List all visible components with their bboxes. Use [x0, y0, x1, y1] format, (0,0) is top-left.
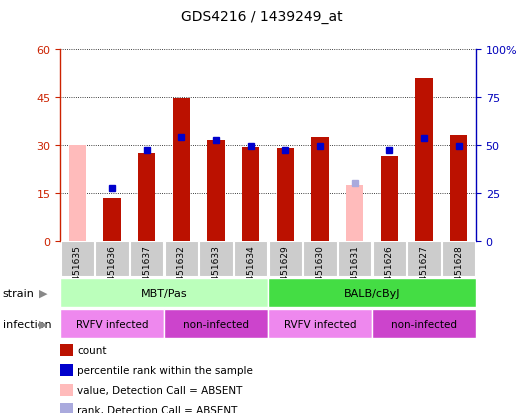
Bar [61, 242, 94, 277]
Text: value, Detection Call = ABSENT: value, Detection Call = ABSENT [77, 385, 242, 395]
Text: GSM451635: GSM451635 [73, 244, 82, 299]
Bar [268, 309, 372, 339]
Bar [415, 78, 433, 242]
Bar [373, 242, 406, 277]
Text: strain: strain [3, 288, 35, 298]
Text: RVFV infected: RVFV infected [76, 319, 149, 329]
Text: count: count [77, 345, 106, 355]
Text: GSM451628: GSM451628 [454, 244, 463, 299]
Bar [381, 157, 398, 242]
Bar [164, 309, 268, 339]
Text: RVFV infected: RVFV infected [284, 319, 356, 329]
Text: ▶: ▶ [39, 319, 47, 329]
Text: non-infected: non-infected [183, 319, 249, 329]
Text: MBT/Pas: MBT/Pas [141, 288, 187, 298]
Bar [130, 242, 163, 277]
Text: GSM451634: GSM451634 [246, 244, 255, 299]
Bar [338, 242, 371, 277]
Bar [303, 242, 337, 277]
Text: GSM451637: GSM451637 [142, 244, 151, 299]
Text: GSM451632: GSM451632 [177, 244, 186, 299]
Bar [208, 141, 225, 242]
Bar [60, 309, 164, 339]
Bar [442, 242, 475, 277]
Bar [60, 278, 268, 308]
Text: GSM451627: GSM451627 [419, 244, 428, 299]
Bar [311, 138, 328, 242]
Text: GDS4216 / 1439249_at: GDS4216 / 1439249_at [180, 10, 343, 24]
Bar [450, 136, 467, 242]
Text: rank, Detection Call = ABSENT: rank, Detection Call = ABSENT [77, 405, 237, 413]
Bar [165, 242, 198, 277]
Text: GSM451636: GSM451636 [108, 244, 117, 299]
Text: GSM451630: GSM451630 [315, 244, 324, 299]
Text: infection: infection [3, 319, 51, 329]
Bar [96, 242, 129, 277]
Bar [69, 146, 86, 242]
Bar [277, 149, 294, 242]
Text: GSM451626: GSM451626 [385, 244, 394, 299]
Bar [346, 185, 363, 242]
Text: GSM451633: GSM451633 [212, 244, 221, 299]
Bar [104, 198, 121, 242]
Text: GSM451631: GSM451631 [350, 244, 359, 299]
Text: GSM451629: GSM451629 [281, 244, 290, 299]
Text: ▶: ▶ [39, 288, 47, 298]
Bar [268, 278, 476, 308]
Bar [407, 242, 440, 277]
Bar [199, 242, 233, 277]
Bar [242, 147, 259, 242]
Text: non-infected: non-infected [391, 319, 457, 329]
Bar [372, 309, 476, 339]
Bar [173, 99, 190, 242]
Bar [138, 154, 155, 242]
Bar [269, 242, 302, 277]
Text: BALB/cByJ: BALB/cByJ [344, 288, 400, 298]
Text: percentile rank within the sample: percentile rank within the sample [77, 365, 253, 375]
Bar [234, 242, 267, 277]
